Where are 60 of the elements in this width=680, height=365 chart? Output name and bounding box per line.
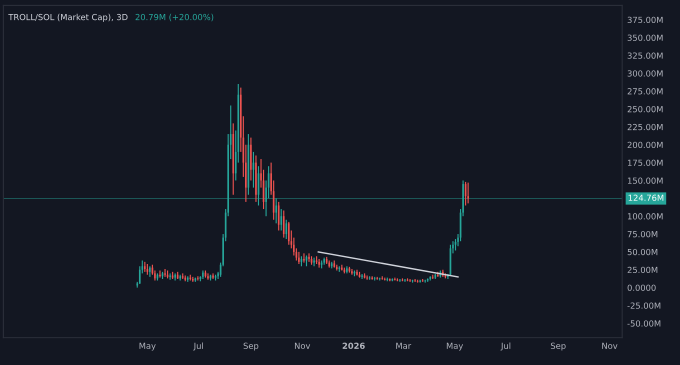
x-tick-label: 2026 [342, 342, 365, 349]
x-tick-label: Jul [500, 342, 510, 350]
y-tick-label: 325.00M [628, 52, 663, 59]
candlestick [182, 272, 184, 280]
candlestick [146, 263, 148, 276]
y-tick-label: 275.00M [628, 88, 663, 94]
candlestick [156, 272, 158, 282]
candlestick [310, 256, 312, 266]
x-tick-label: Mar [396, 342, 412, 349]
y-tick-label: 25.00M [628, 266, 658, 274]
ref-line-label: 124.76M [628, 194, 664, 201]
y-tick-label: 150.00M [628, 177, 663, 184]
candlestick [300, 256, 302, 267]
candlestick [354, 270, 356, 277]
candlestick [212, 272, 214, 280]
y-tick-label: 225.00M [628, 124, 663, 130]
y-tick-label: 350.00M [628, 34, 663, 41]
candlestick [278, 201, 280, 232]
y-tick-label: 375.00M [628, 16, 663, 24]
candlestick [282, 210, 285, 238]
y-tick-label: 100.00M [628, 213, 663, 220]
candlestick [162, 271, 164, 280]
candlestick [467, 182, 469, 204]
y-tick-label: 250.00M [628, 106, 663, 112]
text: TROLL/SOL (Market Cap), 3D [8, 14, 128, 22]
candlestick [454, 238, 456, 252]
y-tick-label: 200.00M [628, 142, 663, 148]
y-tick-label: -25.00M [627, 302, 660, 309]
candlestick [308, 252, 310, 262]
x-tick-label: Sep [244, 342, 258, 351]
candlestick [358, 271, 360, 278]
y-tick-label: 300.00M [628, 70, 663, 77]
candlestick [384, 277, 386, 282]
candlestick [189, 274, 192, 282]
candlestick [255, 154, 257, 202]
candlestick [144, 261, 146, 272]
x-tick-label: May [140, 342, 156, 351]
x-tick-label: Nov [294, 342, 310, 349]
candlestick [306, 254, 308, 267]
candlestick [298, 251, 300, 265]
candlestick [356, 269, 358, 276]
candlestick [258, 166, 260, 206]
y-tick-label: 0.0000 [628, 284, 656, 291]
candlestick [207, 272, 209, 280]
candlestick [303, 252, 305, 264]
text: 20.79M (+20.00%) [136, 14, 214, 22]
y-tick-label: -50.00M [627, 320, 660, 327]
y-tick-label: 175.00M [628, 160, 663, 166]
candlestick [280, 208, 282, 232]
x-tick-label: Nov [602, 342, 618, 349]
candlestick [149, 266, 151, 278]
candlestick [204, 270, 206, 278]
y-tick-label: 50.00M [628, 248, 658, 256]
y-tick-label: 75.00M [628, 231, 658, 238]
candlestick [252, 151, 254, 188]
candlestick [210, 274, 212, 282]
x-tick-label: May [446, 342, 464, 351]
x-tick-label: Jul [193, 342, 203, 350]
x-tick-label: Sep [550, 342, 566, 351]
candlestick [164, 268, 166, 278]
